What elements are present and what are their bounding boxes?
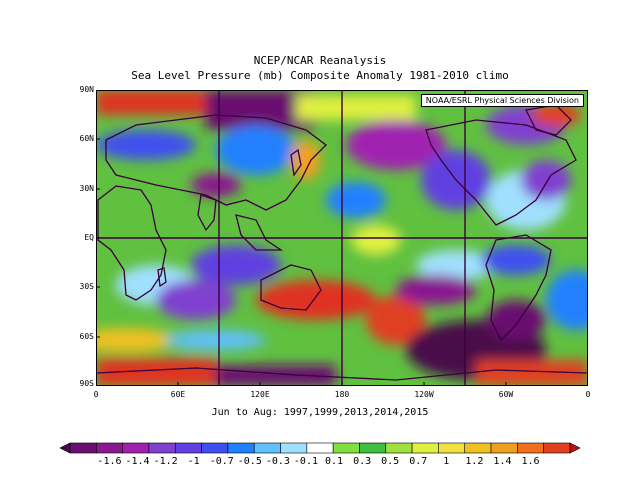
colorbar-label: 1.4 [493,456,512,467]
colorbar-label: 0.3 [353,456,372,467]
lat-label-60s: 60S [79,332,94,341]
colorbar-label: 1.2 [465,456,484,467]
colorbar-label: -1.6 [97,456,122,467]
map-ticks [96,90,507,386]
colorbar-swatch [464,442,492,454]
colorbar-swatch [96,442,123,454]
colorbar-label: -0.7 [209,456,234,467]
colorbar-swatch [490,442,518,454]
lon-label-60e: 60E [170,390,186,399]
map-subtitle: Sea Level Pressure (mb) Composite Anomal… [131,69,509,82]
colorbar-label: -0.1 [293,456,318,467]
colorbar-swatch [280,442,308,454]
colorbar-swatch [227,442,255,454]
colorbar-swatch [438,442,466,454]
colorbar-swatch [517,442,544,454]
colorbar-label: 0.7 [409,456,428,467]
lon-label-120w: 120W [414,390,434,399]
colorbar-label: 1 [443,456,450,467]
colorbar-label: -1.2 [153,456,178,467]
lat-label-90n: 90N [79,85,94,94]
credit-box: NOAA/ESRL Physical Sciences Division [420,94,584,107]
grid-lines [96,90,588,386]
lat-label-60n: 60N [79,134,94,143]
colorbar-swatch [69,442,97,454]
colorbar-swatch [385,442,413,454]
map-title: NCEP/NCAR Reanalysis [253,54,387,67]
colorbar-arrow-right [569,442,580,454]
colorbar-swatch [174,442,202,454]
colorbar-label: 1.6 [521,456,540,467]
lat-label-30s: 30S [79,282,94,291]
colorbar-swatch [122,442,150,454]
lon-label-60w: 60W [498,390,514,399]
colorbar-swatch [253,442,281,454]
anomaly-field [96,90,588,386]
colorbar-label: -0.3 [265,456,290,467]
anomaly-map: NOAA/ESRL Physical Sciences Division [96,90,588,386]
colorbar-label: -0.5 [237,456,262,467]
lat-label-eq: EQ [84,233,94,242]
period-label: Jun to Aug: 1997,1999,2013,2014,2015 [211,407,429,418]
lat-label-30n: 30N [79,184,94,193]
colorbar-swatch [411,442,439,454]
colorbar-swatch [332,442,360,454]
lon-label-180: 180 [334,390,350,399]
colorbar-label: 0.5 [381,456,400,467]
lon-label-120e: 120E [250,390,270,399]
lon-label-0-left: 0 [93,390,99,399]
colorbar-swatch [148,442,176,454]
colorbar-arrow-left [60,442,71,454]
colorbar-label: 0.1 [325,456,344,467]
colorbar-label: -1.4 [125,456,150,467]
lat-label-90s: 90S [79,379,94,388]
colorbar-swatch [201,442,229,454]
colorbar [60,442,580,454]
colorbar-swatch [543,442,571,454]
coastlines [96,104,588,381]
colorbar-label: -1 [187,456,200,467]
lon-label-0-right: 0 [585,390,591,399]
anomaly-map-svg [96,90,588,386]
colorbar-swatch [359,442,387,454]
colorbar-swatch [306,442,334,454]
